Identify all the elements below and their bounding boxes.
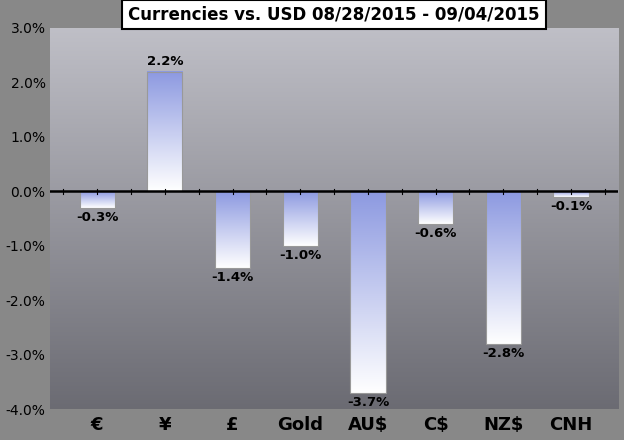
Bar — [553, 191, 588, 197]
Bar — [485, 191, 521, 344]
Bar — [147, 72, 182, 191]
Text: -0.1%: -0.1% — [550, 200, 592, 213]
Bar — [283, 191, 318, 246]
Text: 2.2%: 2.2% — [147, 55, 183, 68]
Title: Currencies vs. USD 08/28/2015 - 09/04/2015: Currencies vs. USD 08/28/2015 - 09/04/20… — [129, 6, 540, 24]
Text: -0.3%: -0.3% — [76, 211, 119, 224]
Bar — [418, 191, 453, 224]
Text: -1.4%: -1.4% — [212, 271, 253, 284]
Text: -1.0%: -1.0% — [279, 249, 321, 262]
Text: -0.6%: -0.6% — [414, 227, 457, 240]
Text: -2.8%: -2.8% — [482, 347, 524, 360]
Text: -3.7%: -3.7% — [347, 396, 389, 409]
Bar — [215, 191, 250, 268]
Bar — [350, 191, 386, 393]
Bar — [79, 191, 115, 208]
